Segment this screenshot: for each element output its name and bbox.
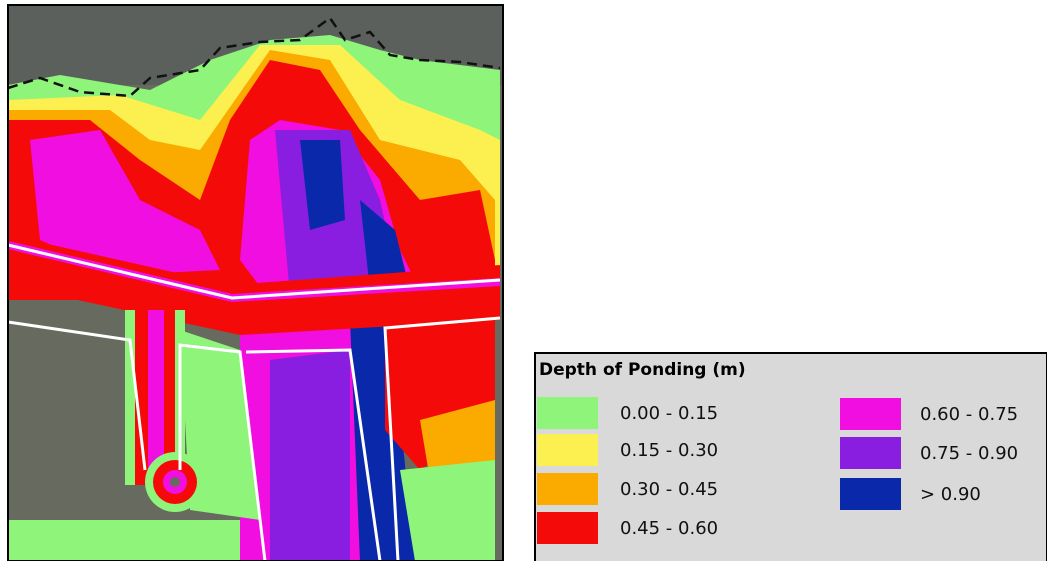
legend-swatch bbox=[840, 398, 901, 430]
flood-map bbox=[8, 5, 503, 561]
legend-swatch bbox=[840, 437, 901, 469]
figure: Depth of Ponding (m) 0.00 - 0.15 0.15 - 0… bbox=[0, 0, 1047, 561]
legend-swatch bbox=[537, 434, 598, 466]
legend-label: 0.00 - 0.15 bbox=[620, 403, 718, 424]
legend-label: 0.15 - 0.30 bbox=[620, 440, 718, 461]
legend-title: Depth of Ponding (m) bbox=[539, 360, 746, 380]
legend-label: 0.30 - 0.45 bbox=[620, 479, 718, 500]
legend-swatch bbox=[537, 512, 598, 544]
legend-label: 0.75 - 0.90 bbox=[920, 443, 1018, 464]
legend-label: 0.60 - 0.75 bbox=[920, 404, 1018, 425]
legend-label: > 0.90 bbox=[920, 484, 981, 505]
legend-label: 0.45 - 0.60 bbox=[620, 518, 718, 539]
legend-swatch bbox=[537, 397, 598, 429]
legend-swatch bbox=[840, 478, 901, 510]
page: Depth of Ponding (m) 0.00 - 0.15 0.15 - 0… bbox=[0, 0, 1047, 561]
legend-swatch bbox=[537, 473, 598, 505]
